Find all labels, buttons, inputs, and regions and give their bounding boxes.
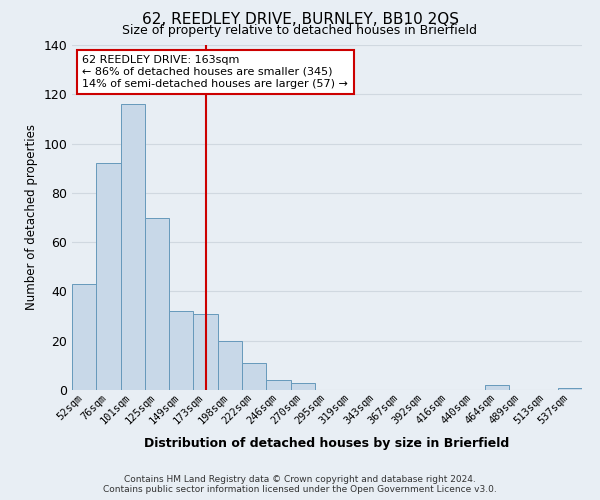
Bar — [485, 385, 509, 390]
Bar — [145, 218, 169, 390]
Bar — [96, 164, 121, 390]
Bar — [193, 314, 218, 390]
Text: 62, REEDLEY DRIVE, BURNLEY, BB10 2QS: 62, REEDLEY DRIVE, BURNLEY, BB10 2QS — [142, 12, 458, 28]
Text: 62 REEDLEY DRIVE: 163sqm
← 86% of detached houses are smaller (345)
14% of semi-: 62 REEDLEY DRIVE: 163sqm ← 86% of detach… — [82, 56, 348, 88]
Bar — [266, 380, 290, 390]
Bar — [290, 382, 315, 390]
Y-axis label: Number of detached properties: Number of detached properties — [25, 124, 38, 310]
Text: Size of property relative to detached houses in Brierfield: Size of property relative to detached ho… — [122, 24, 478, 37]
Bar — [218, 340, 242, 390]
Bar — [121, 104, 145, 390]
X-axis label: Distribution of detached houses by size in Brierfield: Distribution of detached houses by size … — [145, 438, 509, 450]
Bar — [558, 388, 582, 390]
Bar — [72, 284, 96, 390]
Bar — [242, 363, 266, 390]
Bar — [169, 311, 193, 390]
Text: Contains HM Land Registry data © Crown copyright and database right 2024.
Contai: Contains HM Land Registry data © Crown c… — [103, 474, 497, 494]
